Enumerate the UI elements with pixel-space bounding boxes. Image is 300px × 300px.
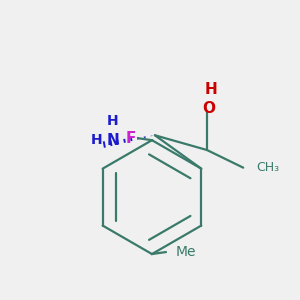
Text: F: F — [125, 131, 136, 146]
Text: N: N — [106, 133, 119, 148]
Text: H: H — [107, 114, 118, 128]
Text: H: H — [205, 82, 217, 97]
Text: H: H — [91, 133, 103, 147]
Text: Me: Me — [176, 245, 196, 259]
Text: CH₃: CH₃ — [256, 161, 279, 174]
Text: O: O — [202, 101, 215, 116]
